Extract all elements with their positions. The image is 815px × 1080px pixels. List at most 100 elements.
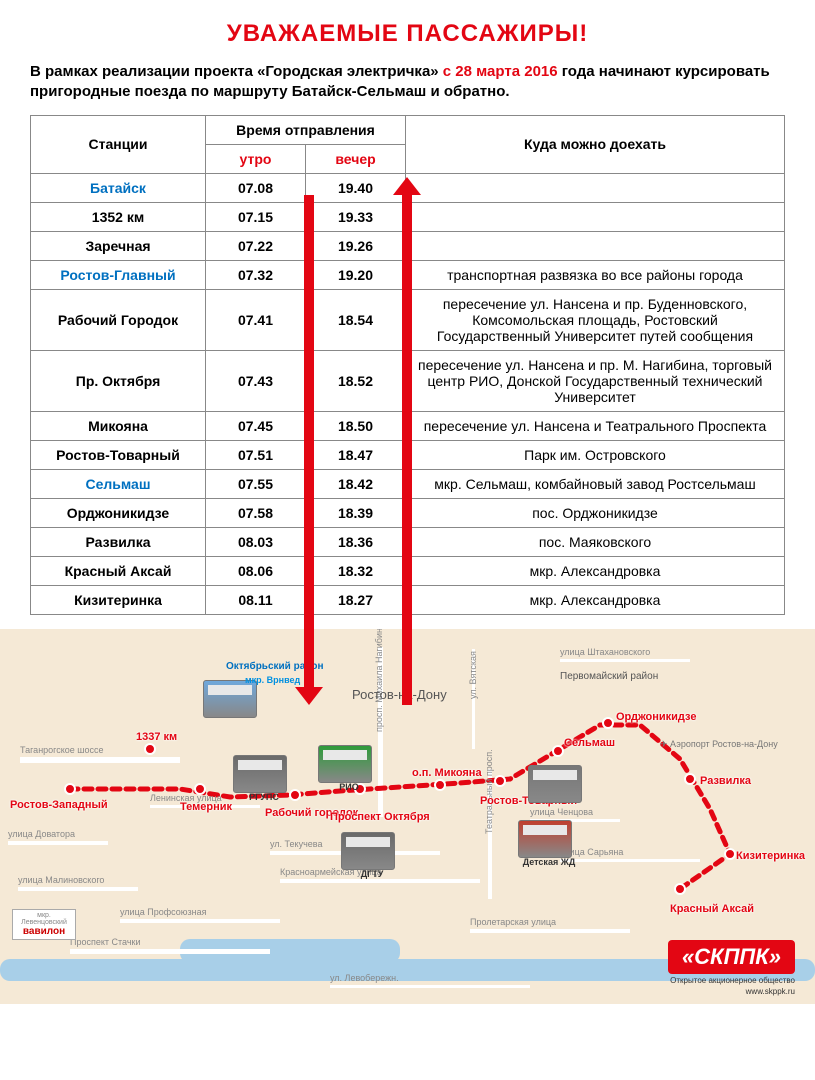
table-row: Кизитеринка08.1118.27мкр. Александровка [31,585,785,614]
table-row: Батайск07.0819.40 [31,173,785,202]
cell-destination: мкр. Сельмаш, комбайновый завод Ростсель… [406,469,785,498]
cell-morning: 07.08 [206,173,306,202]
station-dot [674,883,686,895]
cell-station: Развилка [31,527,206,556]
table-row: Пр. Октября07.4318.52пересечение ул. Нан… [31,350,785,411]
cell-destination: пересечение ул. Нансена и пр. М. Нагибин… [406,350,785,411]
cell-destination: пересечение ул. Нансена и пр. Буденновск… [406,289,785,350]
road-label: Пролетарская улица [470,917,556,927]
station-dot [64,783,76,795]
cell-station: Рабочий Городок [31,289,206,350]
poi-label: РИО [319,782,379,792]
table-row: Сельмаш07.5518.42мкр. Сельмаш, комбайнов… [31,469,785,498]
road-label: Проспект Стачки [70,937,141,947]
road [18,887,138,891]
skppk-logo: «СКППК» [668,940,795,974]
road-label: просп. Михаила Нагибина [374,629,384,732]
cell-destination: мкр. Александровка [406,556,785,585]
road [560,859,700,862]
poi-icon [341,832,395,870]
cell-evening: 18.27 [306,585,406,614]
intro-text: В рамках реализации проекта «Городская э… [30,62,785,103]
cell-destination: пос. Орджоникидзе [406,498,785,527]
cell-evening: 18.32 [306,556,406,585]
col-station: Станции [31,115,206,173]
road [470,929,630,933]
station-label: о.п. Микояна [412,767,482,779]
skppk-url: www.skppk.ru [668,987,795,996]
road [8,841,108,845]
poi-icon [318,745,372,783]
map-label: Октябрьский район [226,661,324,672]
table-row: Заречная07.2219.26 [31,231,785,260]
road-label: ул. Левобережн. [330,973,399,983]
road-label: ул. Вятская [468,651,478,699]
station-label: Орджоникидзе [616,711,696,723]
map-label: мкр. Врнвед [245,675,300,685]
road-label: Театральный просп. [484,749,494,834]
cell-station: Заречная [31,231,206,260]
cell-morning: 08.11 [206,585,306,614]
road [20,757,180,763]
cell-evening: 18.36 [306,527,406,556]
poi-label: Детская ЖД [519,857,579,867]
station-label: 1337 км [136,731,177,743]
skppk-sub: Открытое акционерное общество [668,976,795,985]
col-morning: утро [206,144,306,173]
schedule-table: Станции Время отправления Куда можно дое… [30,115,785,615]
cell-morning: 07.41 [206,289,306,350]
station-dot [194,783,206,795]
route-map: «СКППК» Открытое акционерное общество ww… [0,629,815,1004]
cell-evening: 18.54 [306,289,406,350]
poi-label: ДГТУ [342,869,402,879]
station-dot [552,745,564,757]
station-label: Темерник [180,801,232,813]
cell-evening: 18.42 [306,469,406,498]
cell-morning: 07.55 [206,469,306,498]
station-dot [434,779,446,791]
road-label: ул. Текучева [270,839,322,849]
cell-station: Ростов-Товарный [31,440,206,469]
poi-icon [528,765,582,803]
cell-morning: 08.06 [206,556,306,585]
cell-destination [406,231,785,260]
col-evening: вечер [306,144,406,173]
cell-evening: 18.52 [306,350,406,411]
station-dot [684,773,696,785]
road [120,919,280,923]
cell-evening: 19.20 [306,260,406,289]
road-label: Таганрогское шоссе [20,745,104,755]
cell-destination [406,173,785,202]
logo-box: мкр. Левенцовскийвавилон [12,909,76,940]
cell-station: Красный Аксай [31,556,206,585]
cell-morning: 08.03 [206,527,306,556]
station-label: Проспект Октября [330,811,430,823]
cell-station: Пр. Октября [31,350,206,411]
schedule-container: Станции Время отправления Куда можно дое… [30,115,785,615]
cell-morning: 07.51 [206,440,306,469]
cell-station: Микояна [31,411,206,440]
table-row: Микояна07.4518.50пересечение ул. Нансена… [31,411,785,440]
cell-morning: 07.58 [206,498,306,527]
cell-morning: 07.15 [206,202,306,231]
station-dot [724,848,736,860]
road-label: улица Малиновского [18,875,104,885]
road-label: улица Штахановского [560,647,650,657]
poi-icon [233,755,287,793]
cell-evening: 19.40 [306,173,406,202]
station-label: Ростов-Западный [10,799,108,811]
map-label: Первомайский район [560,671,658,682]
table-row: Орджоникидзе07.5818.39пос. Орджоникидзе [31,498,785,527]
cell-evening: 18.47 [306,440,406,469]
cell-destination: пересечение ул. Нансена и Театрального П… [406,411,785,440]
cell-station: Ростов-Главный [31,260,206,289]
cell-station: Сельмаш [31,469,206,498]
cell-station: Кизитеринка [31,585,206,614]
station-label: Сельмаш [564,737,615,749]
cell-station: 1352 км [31,202,206,231]
road-label: улица Доватора [8,829,75,839]
map-label: ✈ Аэропорт Ростов-на-Дону [660,739,778,750]
poi-icon [518,820,572,858]
station-dot [494,775,506,787]
poi-icon [203,680,257,718]
